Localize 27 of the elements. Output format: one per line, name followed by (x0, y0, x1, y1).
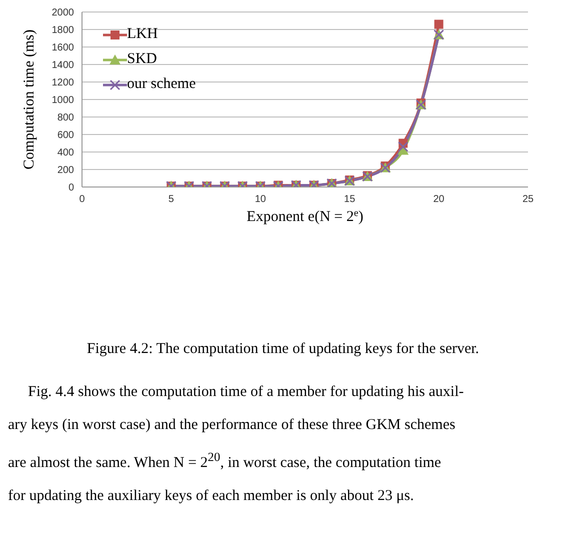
x-axis-title: Exponent e(N = 2$^{e}$) (246, 208, 364, 225)
legend-label: LKH (127, 26, 158, 43)
y-tick-label: 800 (57, 112, 74, 124)
y-tick-label: 0 (68, 182, 74, 194)
x-tick-label: 5 (168, 194, 174, 206)
x-tick-label: 10 (254, 194, 266, 206)
legend-label: SKD (127, 51, 158, 68)
y-tick-label: 400 (57, 148, 74, 159)
y-tick-label: 600 (57, 130, 74, 142)
y-axis-title: Computation time (ms) (21, 30, 38, 170)
y-tick-label: 1400 (52, 60, 74, 72)
x-tick-label: 20 (433, 194, 445, 206)
y-tick-label: 1000 (52, 95, 74, 106)
text: for updating the auxiliary keys of each member is only about 23 μs. (8, 488, 415, 504)
y-tick-label: 1200 (52, 78, 74, 89)
x-tick-label: 25 (522, 194, 534, 206)
x-tick-label: 0 (79, 194, 86, 206)
text: ary keys (in worst case) and the performance of these three GKM schemes (8, 417, 456, 433)
x-tick-label: 15 (344, 194, 356, 206)
y-tick-label: 1800 (52, 25, 74, 36)
legend-label: our scheme (127, 76, 196, 93)
text: are almost the same. When N = 2$^{20}$, in worst case, the computation time (8, 450, 442, 471)
y-tick-label: 1600 (52, 42, 74, 54)
caption: Fig. 4.4 shows the computation time of a member for updating his auxil- (27, 384, 465, 400)
caption: Figure 4.2: The computation time of updating keys for the server. (86, 341, 480, 357)
y-tick-label: 200 (57, 165, 74, 176)
y-tick-label: 2000 (52, 8, 74, 19)
